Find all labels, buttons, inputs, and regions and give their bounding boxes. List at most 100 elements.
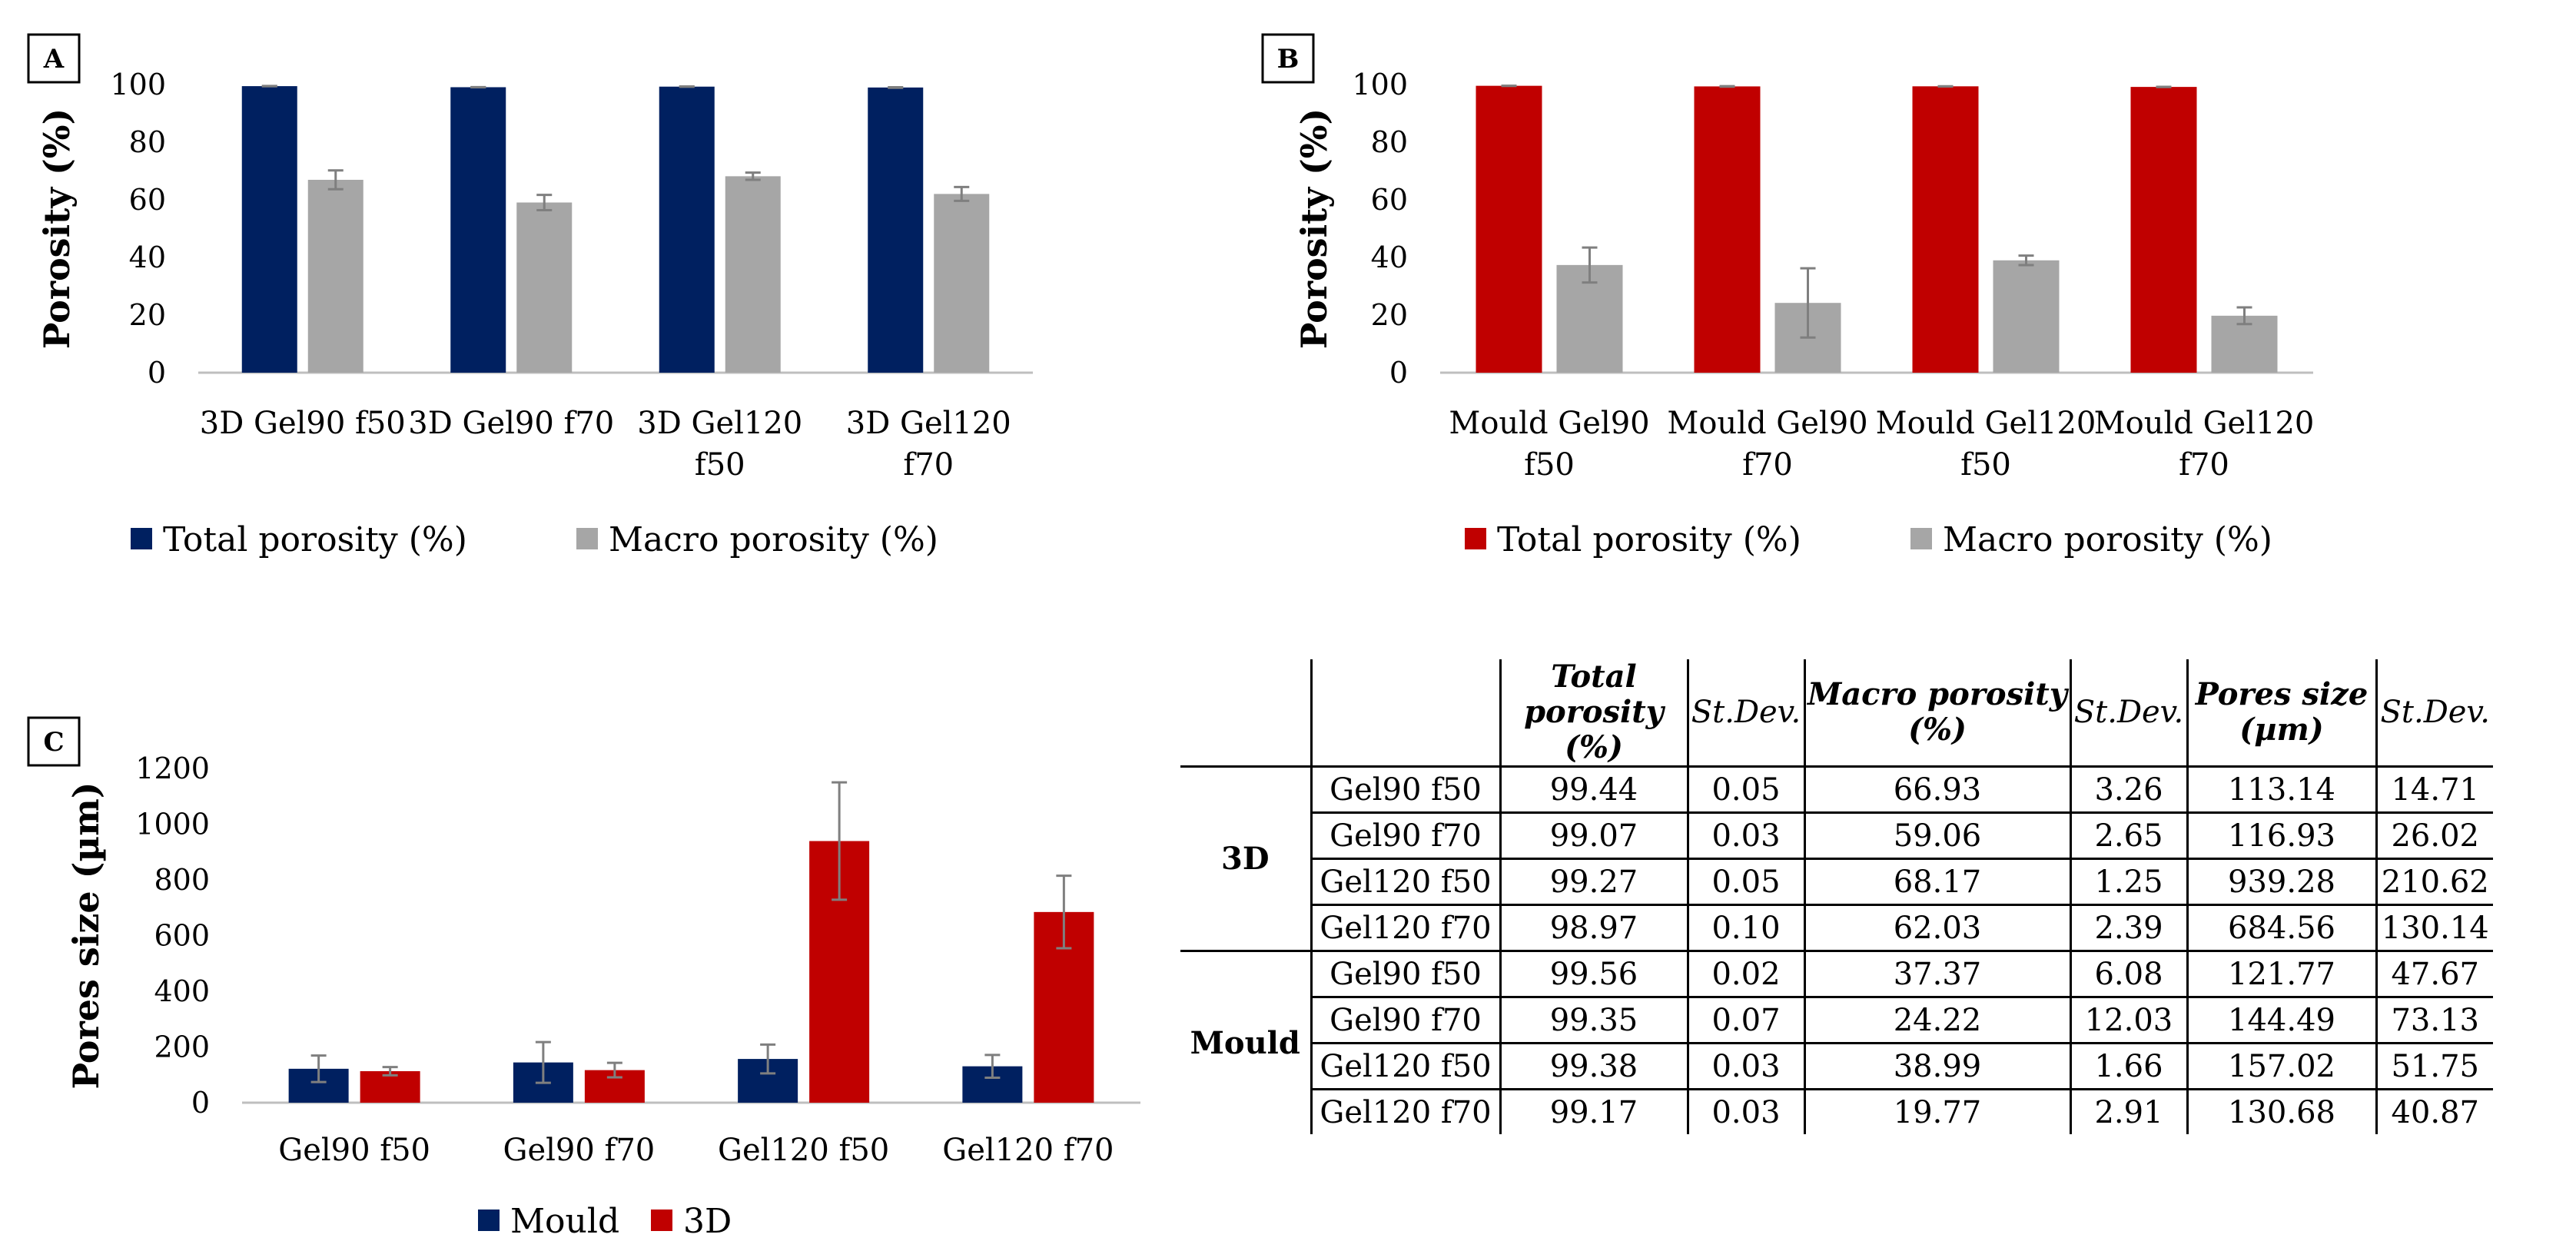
table-value-cell: 99.44 [1499, 765, 1688, 813]
header-stdev-3: St.Dev. [2375, 659, 2493, 767]
panel-b-y-tick-label: 20 [1371, 298, 1408, 332]
panel-b-y-tick-label: 80 [1371, 125, 1408, 159]
table-value-cell: 2.91 [2069, 1088, 2187, 1134]
header-stdev-1: St.Dev. [1686, 659, 1804, 767]
panel-c-x-tick-label: Gel120 f70 [942, 1133, 1114, 1168]
header-stdev-2: St.Dev. [2069, 659, 2187, 767]
table-sample-cell: Gel120 f70 [1310, 904, 1500, 951]
panel-c-label-box [27, 716, 81, 767]
table-value-cell: 73.13 [2375, 996, 2493, 1044]
panel-a-y-axis-title: Porosity (%) [36, 108, 78, 350]
table-value-cell: 1.66 [2069, 1042, 2187, 1090]
panel-b-x-tick-label: f50 [1960, 447, 2011, 483]
header-macro-porosity: Macro porosity (%) [1803, 659, 2070, 767]
panel-b-label-box [1261, 33, 1315, 84]
panel-c-y-tick-label: 600 [154, 919, 210, 953]
panel-c-x-tick-label: Gel90 f70 [503, 1133, 656, 1168]
table-sample-cell: Gel90 f70 [1310, 996, 1500, 1044]
panel-c-chart: C 0 200 400 600 800 1000 1200 Pores size (µm) Ge… [27, 716, 1140, 1241]
panel-b-bar [1694, 86, 1761, 373]
summary-table-wrap: Total porosity (%) St.Dev. Macro porosity… [1180, 659, 2493, 1134]
panel-b-x-tick-label: Mould Gel90 [1449, 406, 1649, 441]
table-value-cell: 157.02 [2186, 1042, 2376, 1090]
table-value-cell: 66.93 [1803, 765, 2070, 813]
table-value-cell: 210.62 [2375, 858, 2493, 905]
table-value-cell: 116.93 [2186, 811, 2376, 859]
table-value-cell: 1.25 [2069, 858, 2187, 905]
panel-c-y-tick-label: 400 [154, 974, 210, 1008]
table-value-cell: 0.03 [1686, 811, 1804, 859]
table-value-cell: 40.87 [2375, 1088, 2493, 1134]
panel-a-x-tick-label: 3D Gel120 [637, 406, 802, 441]
table-value-cell: 68.17 [1803, 858, 2070, 905]
table-value-cell: 37.37 [1803, 950, 2070, 997]
panel-a-bar [725, 176, 781, 373]
panel-a-bar [934, 194, 990, 373]
table-value-cell: 0.03 [1686, 1088, 1804, 1134]
table-header-row: Total porosity (%) St.Dev. Macro porosity… [1180, 659, 2493, 767]
panel-b-y-axis-title: Porosity (%) [1293, 108, 1335, 350]
table-value-cell: 47.67 [2375, 950, 2493, 997]
panel-b-x-tick-label: Mould Gel90 [1667, 406, 1867, 441]
table-group-label: Mould [1180, 950, 1311, 1134]
panel-c-legend-label: Mould [510, 1202, 619, 1241]
table-value-cell: 26.02 [2375, 811, 2493, 859]
header-blank [1180, 659, 1311, 767]
panel-c-y-tick-label: 200 [154, 1030, 210, 1064]
panel-b-x-tick-label: f70 [2179, 447, 2229, 483]
table-value-cell: 130.14 [2375, 904, 2493, 951]
table-sample-cell: Gel90 f70 [1310, 811, 1500, 859]
panel-a-x-tick-label: f50 [695, 447, 745, 483]
panel-a-bar [450, 87, 506, 373]
header-pores-size: Pores size (µm) [2186, 659, 2376, 767]
table-row: Gel90 f70 99.35 0.07 24.22 12.03 144.49 73.13 [1180, 996, 2493, 1044]
table-row: Gel120 f70 99.17 0.03 19.77 2.91 130.68 40.87 [1180, 1088, 2493, 1134]
table-value-cell: 3.26 [2069, 765, 2187, 813]
panel-a-y-tick-label: 20 [129, 298, 166, 332]
panel-b-bar [1993, 260, 2060, 373]
table-value-cell: 99.07 [1499, 811, 1688, 859]
panel-a-label-box [27, 33, 81, 84]
panel-b-y-tick-label: 40 [1371, 241, 1408, 274]
table-sample-cell: Gel120 f70 [1310, 1088, 1500, 1134]
panel-a-bar [516, 202, 573, 373]
table-value-cell: 113.14 [2186, 765, 2376, 813]
panel-b-y-tick-label: 0 [1389, 356, 1408, 390]
table-group-label: 3D [1180, 765, 1311, 951]
panel-c-legend-swatch [478, 1210, 500, 1231]
panel-b-bar [1912, 86, 1979, 373]
panel-c-legend-swatch [651, 1210, 672, 1231]
panel-c-bar [360, 1070, 420, 1103]
header-total-porosity: Total porosity (%) [1499, 659, 1688, 767]
header-blank-sample [1310, 659, 1500, 767]
panel-a-label: A [43, 44, 65, 75]
table-sample-cell: Gel90 f50 [1310, 765, 1500, 813]
panel-a-legend-label: Macro porosity (%) [609, 520, 938, 559]
table-value-cell: 99.38 [1499, 1042, 1688, 1090]
table-value-cell: 38.99 [1803, 1042, 2070, 1090]
panel-a-bar [868, 87, 924, 373]
panel-b-bar [1476, 85, 1542, 373]
panel-a-x-tick-label: f70 [903, 447, 954, 483]
table-value-cell: 144.49 [2186, 996, 2376, 1044]
table-row: Gel90 f70 99.07 0.03 59.06 2.65 116.93 26.02 [1180, 811, 2493, 859]
table-row: Gel120 f70 98.97 0.10 62.03 2.39 684.56 130.14 [1180, 904, 2493, 951]
panel-b-x-tick-label: Mould Gel120 [2094, 406, 2315, 441]
table-value-cell: 62.03 [1803, 904, 2070, 951]
panel-b-x-tick-label: f70 [1742, 447, 1793, 483]
panel-c-x-tick-label: Gel120 f50 [718, 1133, 889, 1168]
panel-a-legend-swatch [576, 528, 598, 549]
table-value-cell: 19.77 [1803, 1088, 2070, 1134]
panel-c-legend-label: 3D [683, 1202, 732, 1241]
table-row: 3D Gel90 f50 99.44 0.05 66.93 3.26 113.14 14.71 [1180, 765, 2493, 951]
panel-b-legend-label: Total porosity (%) [1497, 520, 1801, 559]
panel-a-y-tick-label: 0 [148, 356, 166, 390]
panel-b-legend-swatch [1465, 528, 1486, 549]
panel-a-y-tick-label: 40 [129, 241, 166, 274]
table-value-cell: 99.35 [1499, 996, 1688, 1044]
panel-b-bar [2130, 87, 2197, 373]
table-value-cell: 130.68 [2186, 1088, 2376, 1134]
table-value-cell: 684.56 [2186, 904, 2376, 951]
panel-b-legend-swatch [1910, 528, 1932, 549]
table-value-cell: 6.08 [2069, 950, 2187, 997]
